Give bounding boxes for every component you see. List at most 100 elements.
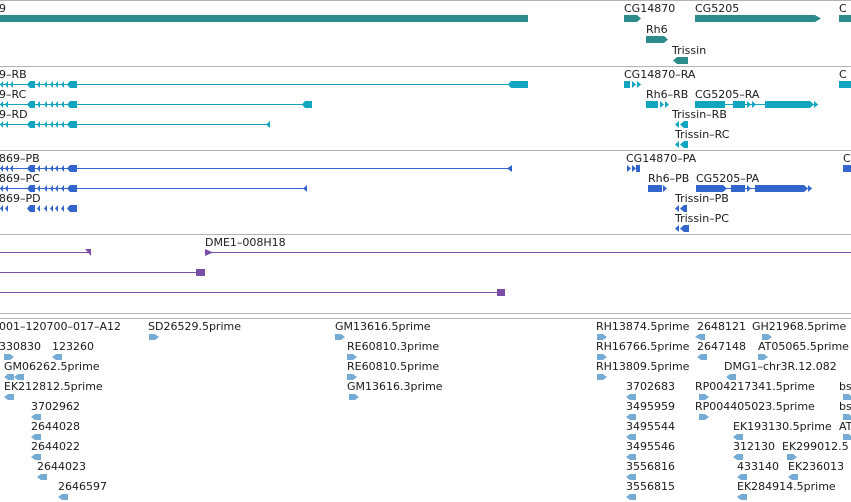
protein-label[interactable]: CG5205–PA xyxy=(696,172,760,185)
protein-label[interactable]: CG14870–PA xyxy=(626,152,697,165)
protein-exons[interactable] xyxy=(0,205,77,212)
est-label[interactable]: SD26529.5prime xyxy=(148,320,241,333)
clone-track: DME1–008H18 xyxy=(0,236,851,296)
protein-exons[interactable] xyxy=(0,185,307,192)
est-label[interactable]: RE60810.5prime xyxy=(347,360,439,373)
transcript-label[interactable]: Rh6–RB xyxy=(646,88,688,101)
gene-feature[interactable] xyxy=(695,15,821,22)
protein-label[interactable]: Rh6–PB xyxy=(648,172,689,185)
est-label[interactable]: EK212812.5prime xyxy=(4,380,103,393)
est-label[interactable]: RP004405023.5prime xyxy=(695,400,815,413)
protein-label[interactable]: 869–PB xyxy=(0,152,40,165)
est-label[interactable]: bs xyxy=(839,380,851,393)
clone-feature[interactable] xyxy=(196,269,205,276)
gene-track: 9 CG14870 CG5205 C Rh6 Trissin xyxy=(0,2,851,64)
est-label[interactable]: 433140 xyxy=(737,460,779,473)
est-label[interactable]: 3702683 xyxy=(626,380,675,393)
gene-feature[interactable] xyxy=(673,57,688,64)
gene-label[interactable]: Rh6 xyxy=(646,23,668,36)
protein-exons[interactable] xyxy=(675,205,687,212)
est-label[interactable]: 2644028 xyxy=(31,420,80,433)
est-label[interactable]: 312130 xyxy=(733,440,775,453)
est-label[interactable]: AT xyxy=(839,420,851,433)
est-label[interactable]: EK193130.5prime xyxy=(733,420,832,433)
est-label[interactable]: RH13809.5prime xyxy=(596,360,690,373)
protein-exons[interactable] xyxy=(696,185,812,192)
gene-feature[interactable] xyxy=(0,15,528,22)
est-label[interactable]: bs xyxy=(839,400,851,413)
clone-label[interactable]: DME1–008H18 xyxy=(205,236,286,249)
gene-label[interactable]: CG5205 xyxy=(695,2,739,15)
clone-feature[interactable] xyxy=(205,249,213,256)
protein-exons[interactable] xyxy=(648,185,667,192)
est-label[interactable]: GM13616.5prime xyxy=(335,320,431,333)
protein-exons[interactable] xyxy=(675,225,689,232)
est-label[interactable]: RH16766.5prime xyxy=(596,340,690,353)
est-label[interactable]: GH21968.5prime xyxy=(752,320,847,333)
gene-label[interactable]: C xyxy=(839,2,847,15)
protein-label[interactable]: 869–PC xyxy=(0,172,40,185)
est-label[interactable]: 2646597 xyxy=(58,480,107,493)
gene-label[interactable]: CG14870 xyxy=(624,2,675,15)
protein-label[interactable]: 869–PD xyxy=(0,192,41,205)
protein-label[interactable]: C xyxy=(843,152,851,165)
est-label[interactable]: 2647148 xyxy=(697,340,746,353)
track-dividers xyxy=(0,0,851,319)
clone-feature[interactable] xyxy=(85,249,91,256)
gene-feature[interactable] xyxy=(839,15,851,22)
transcript-label[interactable]: CG5205–RA xyxy=(695,88,760,101)
est-label[interactable]: EK236013 xyxy=(788,460,844,473)
est-label[interactable]: RE60810.3prime xyxy=(347,340,439,353)
est-label[interactable]: EK284914.5prime xyxy=(737,480,836,493)
transcript-exons[interactable] xyxy=(839,81,851,88)
est-label[interactable]: EK299012.5 xyxy=(782,440,849,453)
est-label[interactable]: 001–120700–017–A12 xyxy=(0,320,121,333)
transcript-exons[interactable] xyxy=(0,101,312,108)
transcript-track-r: 9–RB 9–RC 9–RD CG14870–RA xyxy=(0,68,851,148)
transcript-exons[interactable] xyxy=(675,121,688,128)
est-label[interactable]: 3702962 xyxy=(31,400,80,413)
transcript-label[interactable]: 9–RC xyxy=(0,88,27,101)
transcript-exons[interactable] xyxy=(695,101,818,108)
transcript-label[interactable]: CG14870–RA xyxy=(624,68,696,81)
est-label[interactable]: 2644023 xyxy=(37,460,86,473)
est-label[interactable]: 3495546 xyxy=(626,440,675,453)
est-label[interactable]: DMG1–chr3R.12.082 xyxy=(724,360,837,373)
est-label[interactable]: GM06262.5prime xyxy=(4,360,100,373)
est-label[interactable]: 3556815 xyxy=(626,480,675,493)
gene-label[interactable]: Trissin xyxy=(671,44,706,57)
clone-feature[interactable] xyxy=(497,289,505,296)
protein-exons[interactable] xyxy=(627,165,640,172)
protein-label[interactable]: Trissin–PC xyxy=(674,212,729,225)
transcript-exons[interactable] xyxy=(0,81,528,88)
transcript-track-p: 869–PB 869–PC 869–PD CG14870–PA xyxy=(0,152,851,232)
est-label[interactable]: 2644022 xyxy=(31,440,80,453)
protein-exons[interactable] xyxy=(843,165,851,172)
est-label[interactable]: GM13616.3prime xyxy=(347,380,443,393)
est-label[interactable]: 123260 xyxy=(52,340,94,353)
transcript-label[interactable]: Trissin–RC xyxy=(674,128,730,141)
gene-feature[interactable] xyxy=(624,15,641,22)
protein-label[interactable]: Trissin–PB xyxy=(674,192,729,205)
gene-feature[interactable] xyxy=(646,36,668,43)
transcript-label[interactable]: C xyxy=(839,68,847,81)
est-features[interactable] xyxy=(4,334,851,500)
est-label[interactable]: RP004217341.5prime xyxy=(695,380,815,393)
est-label[interactable]: 330830 xyxy=(0,340,41,353)
protein-exons[interactable] xyxy=(0,165,512,172)
gene-label[interactable]: 9 xyxy=(0,2,6,15)
transcript-exons[interactable] xyxy=(646,101,669,108)
est-label[interactable]: 3556816 xyxy=(626,460,675,473)
transcript-label[interactable]: 9–RB xyxy=(0,68,27,81)
transcript-label[interactable]: Trissin–RB xyxy=(671,108,727,121)
est-label[interactable]: 2648121 xyxy=(697,320,746,333)
transcript-exons[interactable] xyxy=(0,121,270,128)
est-label[interactable]: RH13874.5prime xyxy=(596,320,690,333)
transcript-exons[interactable] xyxy=(624,81,641,88)
est-label[interactable]: AT05065.5prime xyxy=(758,340,849,353)
est-label[interactable]: 3495544 xyxy=(626,420,675,433)
est-label[interactable]: 3495959 xyxy=(626,400,675,413)
transcript-exons[interactable] xyxy=(675,141,688,148)
transcript-label[interactable]: 9–RD xyxy=(0,108,28,121)
